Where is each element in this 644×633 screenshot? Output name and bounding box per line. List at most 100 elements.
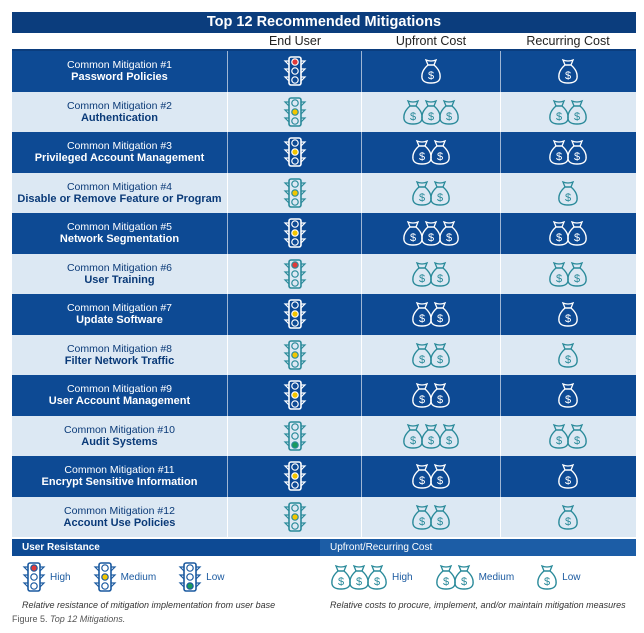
money-bag-icon: $: [411, 139, 433, 165]
money-bag-icon: $: [566, 220, 588, 246]
mitigation-name-cell: Common Mitigation #11 Encrypt Sensitive I…: [12, 456, 227, 497]
money-bag-icon: $: [411, 342, 433, 368]
legend-cost-high: $ $ $ High: [330, 564, 413, 590]
money-bag-icon: $: [429, 382, 451, 408]
svg-text:$: $: [443, 576, 449, 588]
money-bag-icon: $: [438, 423, 460, 449]
mitigation-title: Update Software: [76, 314, 163, 327]
svg-text:$: $: [428, 435, 434, 447]
svg-text:$: $: [419, 151, 425, 163]
money-bag-icon: $: [429, 180, 451, 206]
svg-text:$: $: [428, 70, 434, 82]
header-recurring-cost: Recurring Cost: [526, 34, 610, 48]
legend-label: Low: [206, 571, 225, 583]
svg-text:$: $: [374, 576, 380, 588]
money-bag-icon: $: [548, 139, 570, 165]
upfront-cost-cell: $ $: [361, 132, 499, 173]
mitigation-name-cell: Common Mitigation #2 Authentication: [12, 92, 227, 133]
svg-text:$: $: [437, 475, 443, 487]
money-bag-icon: $: [429, 261, 451, 287]
legend-cost: Upfront/Recurring Cost $ $ $ High $ $ Medium $ L…: [320, 539, 636, 610]
caption-prefix: Figure 5.: [12, 614, 51, 624]
traffic-light-icon: [283, 218, 307, 249]
money-bag-icon: $: [566, 261, 588, 287]
money-bag-icon: $: [420, 220, 442, 246]
money-bag-icon: $: [429, 342, 451, 368]
table-title: Top 12 Recommended Mitigations: [12, 12, 636, 33]
table-row: Common Mitigation #2 Authentication $ $ $ $ $: [12, 91, 636, 133]
svg-text:$: $: [419, 192, 425, 204]
svg-text:$: $: [565, 516, 571, 528]
mitigation-number: Common Mitigation #3: [66, 140, 172, 153]
upfront-cost-cell: $ $ $: [361, 415, 499, 456]
table-row: Common Mitigation #8 Filter Network Traff…: [12, 334, 636, 375]
legend-cost-note: Relative costs to procure, implement, an…: [330, 600, 626, 610]
money-bag-icon: $: [566, 423, 588, 449]
svg-text:$: $: [428, 111, 434, 123]
svg-text:$: $: [565, 313, 571, 325]
money-bag-icon: $: [557, 180, 579, 206]
svg-text:$: $: [419, 516, 425, 528]
svg-text:$: $: [574, 273, 580, 285]
money-bag-icon: $: [429, 301, 451, 327]
mitigation-title: Disable or Remove Feature or Program: [17, 192, 222, 205]
svg-text:$: $: [437, 151, 443, 163]
money-bag-icon: $: [366, 564, 388, 590]
mitigation-title: User Training: [84, 273, 155, 286]
figure-caption: Figure 5. Top 12 Mitigations.: [12, 614, 125, 624]
svg-text:$: $: [556, 273, 562, 285]
money-bag-icon: $: [411, 261, 433, 287]
money-bag-icon: $: [402, 220, 424, 246]
mitigation-title: User Account Management: [48, 395, 191, 408]
recurring-cost-cell: $ $: [499, 132, 636, 173]
table-row: Common Mitigation #4 Disable or Remove Fe…: [12, 172, 636, 213]
table-row: Common Mitigation #9 User Account Managem…: [12, 375, 636, 416]
svg-text:$: $: [565, 475, 571, 487]
recurring-cost-cell: $ $: [499, 213, 636, 254]
money-bag-icon: $: [548, 99, 570, 125]
svg-text:$: $: [565, 354, 571, 366]
money-bag-icon: $: [557, 58, 579, 84]
money-bag-icon: $: [411, 463, 433, 489]
money-bag-icon: $: [402, 99, 424, 125]
money-bag-icon: $: [557, 301, 579, 327]
table-row: Common Mitigation #6 User Training $ $ $ $: [12, 253, 636, 294]
mitigation-number: Common Mitigation #4: [66, 180, 172, 193]
legend-cost-low: $ Low: [536, 564, 581, 590]
money-bag-icon: $: [438, 99, 460, 125]
mitigation-title: Filter Network Traffic: [64, 354, 175, 367]
table-row: Common Mitigation #5 Network Segmentation…: [12, 213, 636, 254]
table-row: Common Mitigation #12 Account Use Policie…: [12, 496, 636, 537]
traffic-light-icon: [178, 562, 202, 592]
traffic-light-icon: [283, 380, 307, 411]
legend-resistance-medium: Medium: [93, 562, 156, 592]
money-bag-icon: $: [557, 463, 579, 489]
mitigation-title: Encrypt Sensitive Information: [41, 476, 198, 489]
svg-text:$: $: [565, 192, 571, 204]
money-bag-icon: $: [435, 564, 457, 590]
traffic-light-icon: [283, 137, 307, 168]
mitigation-number: Common Mitigation #9: [66, 383, 172, 396]
svg-text:$: $: [419, 273, 425, 285]
money-bag-icon: $: [411, 382, 433, 408]
legend-resistance-title: User Resistance: [12, 539, 320, 556]
money-bag-icon: $: [438, 220, 460, 246]
recurring-cost-cell: $ $: [499, 253, 636, 294]
svg-text:$: $: [574, 111, 580, 123]
recurring-cost-cell: $: [499, 334, 636, 375]
money-bag-icon: $: [402, 423, 424, 449]
money-bag-icon: $: [557, 342, 579, 368]
header-end-user: End User: [268, 34, 322, 48]
svg-text:$: $: [356, 576, 362, 588]
mitigations-figure: Top 12 Recommended Mitigations End User …: [12, 12, 636, 610]
money-bag-icon: $: [411, 180, 433, 206]
svg-text:$: $: [338, 576, 344, 588]
money-bag-icon: $: [548, 220, 570, 246]
svg-text:$: $: [419, 394, 425, 406]
end-user-cell: [226, 375, 361, 416]
mitigation-name-cell: Common Mitigation #7 Update Software: [12, 294, 227, 335]
end-user-cell: [226, 456, 361, 497]
upfront-cost-cell: $ $: [361, 456, 499, 497]
svg-text:$: $: [437, 192, 443, 204]
money-bag-icon: $: [420, 423, 442, 449]
